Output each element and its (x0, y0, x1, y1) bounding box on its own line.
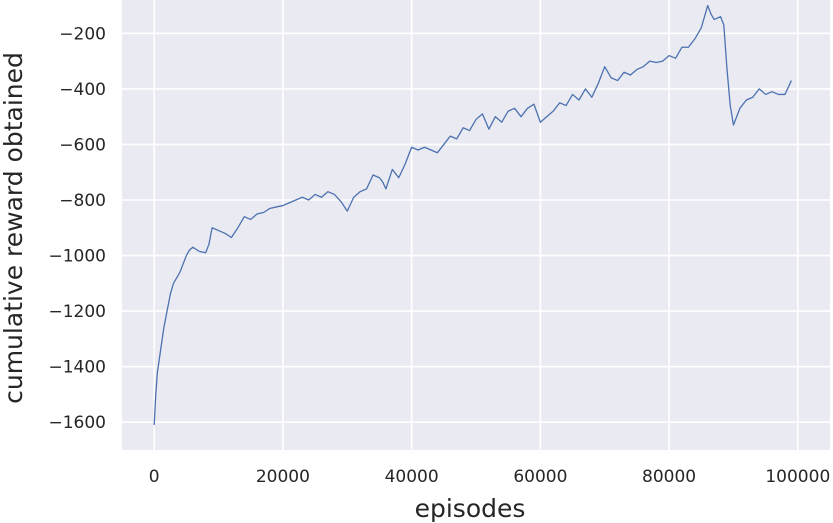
y-tick-label: −400 (59, 80, 106, 100)
y-tick-label: −800 (59, 191, 106, 211)
x-tick-label: 20000 (256, 467, 310, 487)
grid (122, 0, 830, 450)
y-tick-label: −200 (59, 24, 106, 44)
plot-background (122, 0, 830, 450)
x-axis-label: episodes (415, 494, 526, 523)
series-line (153, 4, 792, 426)
y-tick-label: −1000 (48, 247, 106, 267)
x-tick-label: 60000 (513, 467, 567, 487)
x-tick-labels: 0 20000 40000 60000 80000 100000 (149, 467, 831, 487)
y-tick-label: −1400 (48, 358, 106, 378)
data-line (153, 4, 792, 426)
x-tick-label: 100000 (765, 467, 830, 487)
y-tick-labels: −200 −400 −600 −800 −1000 −1200 −1400 −1600 (48, 24, 106, 433)
x-tick-label: 80000 (642, 467, 696, 487)
x-tick-label: 0 (149, 467, 160, 487)
y-tick-label: −1200 (48, 302, 106, 322)
y-tick-label: −600 (59, 135, 106, 155)
y-tick-label: −1600 (48, 413, 106, 433)
x-tick-label: 40000 (385, 467, 439, 487)
y-axis-label: cumulative reward obtained (0, 52, 28, 404)
